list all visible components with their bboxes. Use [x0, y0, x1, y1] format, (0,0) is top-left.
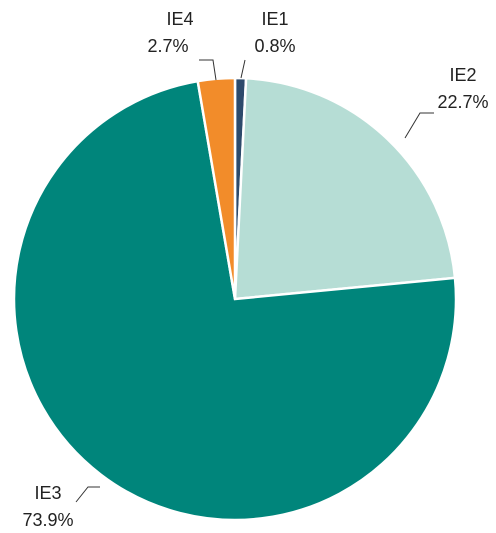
pie-slice: [233, 76, 457, 301]
leader-line: [404, 112, 434, 139]
slice-value-label: 22.7%: [437, 92, 488, 112]
leader-line: [199, 59, 217, 81]
slice-label: IE3: [34, 483, 61, 503]
leader-line: [240, 59, 246, 79]
slice-value-label: 73.9%: [22, 510, 73, 530]
slice-label: IE1: [261, 9, 288, 29]
slice-value-label: 0.8%: [254, 36, 295, 56]
slice-label: IE2: [449, 65, 476, 85]
slice-label: IE4: [166, 9, 193, 29]
slice-value-label: 2.7%: [147, 36, 188, 56]
pie-slice: [12, 79, 458, 522]
leader-line: [75, 486, 100, 503]
